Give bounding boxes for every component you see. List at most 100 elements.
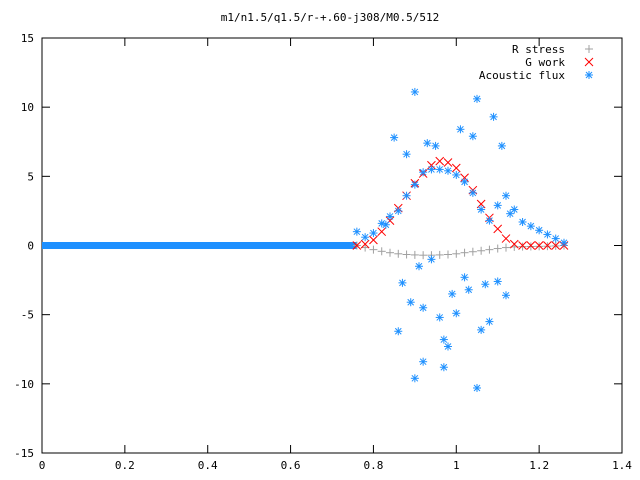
point: [535, 242, 544, 251]
point: [456, 125, 465, 134]
point: [460, 173, 469, 183]
point: [352, 227, 361, 236]
point: [443, 158, 453, 167]
legend-marker: [584, 57, 594, 67]
point: [361, 243, 370, 252]
point: [485, 317, 494, 326]
x-tick-label: 1: [453, 459, 460, 472]
point: [460, 273, 469, 282]
point: [477, 246, 486, 255]
x-tick-label: 1.4: [612, 459, 632, 472]
point: [419, 357, 428, 366]
y-tick-label: 10: [21, 101, 34, 114]
series-acoustic-flux: [352, 87, 568, 392]
point: [497, 141, 506, 150]
point: [427, 165, 436, 174]
point: [526, 242, 535, 251]
point: [435, 250, 444, 259]
point: [560, 238, 568, 247]
point: [406, 298, 415, 307]
point: [489, 112, 498, 121]
y-tick-label: 15: [21, 32, 34, 45]
point: [402, 250, 411, 259]
point: [502, 191, 510, 200]
point: [452, 309, 461, 318]
point: [518, 241, 527, 250]
point: [444, 250, 452, 259]
point: [410, 250, 419, 259]
point: [394, 206, 403, 215]
point: [485, 245, 494, 254]
point: [543, 241, 552, 250]
point: [410, 87, 419, 96]
point: [394, 327, 403, 336]
point: [369, 229, 378, 238]
point: [415, 262, 423, 271]
point: [526, 222, 535, 231]
x-tick-label: 0.6: [281, 459, 301, 472]
point: [390, 133, 399, 142]
point: [493, 201, 502, 210]
point: [451, 163, 461, 173]
point: [464, 285, 473, 294]
point: [369, 235, 378, 245]
point: [509, 239, 519, 249]
series-g-work: [352, 156, 569, 250]
point: [377, 247, 386, 256]
point: [493, 244, 502, 253]
point: [402, 150, 411, 159]
point: [468, 132, 477, 141]
point: [518, 242, 527, 251]
chart-title: m1/n1.5/q1.5/r-+.60-j308/M0.5/512: [221, 11, 440, 24]
point: [551, 241, 561, 250]
point: [419, 168, 428, 177]
point: [423, 139, 432, 148]
point: [394, 249, 403, 258]
point: [493, 224, 503, 234]
point: [444, 342, 452, 351]
y-tick-label: -10: [14, 378, 34, 391]
point: [473, 383, 481, 392]
point: [452, 249, 461, 258]
point: [419, 251, 428, 260]
point: [361, 233, 370, 242]
point: [386, 212, 394, 221]
point: [369, 245, 378, 254]
point: [506, 209, 515, 218]
legend-label: Acoustic flux: [479, 69, 565, 82]
point: [501, 234, 511, 243]
x-tick-label: 0.4: [198, 459, 218, 472]
point: [485, 216, 494, 225]
point: [534, 241, 544, 250]
x-tick-label: 0.2: [115, 459, 135, 472]
point: [435, 313, 444, 322]
point: [551, 234, 560, 243]
series-r-stress: [352, 241, 568, 260]
point: [468, 247, 477, 256]
point: [435, 156, 445, 166]
point: [448, 289, 457, 298]
point: [439, 335, 448, 344]
point: [477, 325, 486, 334]
point: [377, 227, 387, 237]
point: [410, 180, 419, 189]
point: [452, 170, 461, 179]
point: [410, 374, 419, 383]
x-tick-label: 0.8: [363, 459, 383, 472]
point: [518, 217, 527, 226]
y-tick-label: 0: [27, 240, 34, 253]
point: [535, 226, 544, 235]
point: [435, 165, 444, 174]
point: [481, 280, 490, 289]
x-tick-label: 0: [39, 459, 46, 472]
y-tick-label: -15: [14, 447, 34, 460]
point: [526, 241, 536, 250]
point: [473, 94, 481, 103]
point: [543, 230, 552, 239]
point: [402, 191, 411, 200]
point: [419, 303, 428, 312]
point: [460, 177, 469, 186]
point: [477, 205, 486, 214]
